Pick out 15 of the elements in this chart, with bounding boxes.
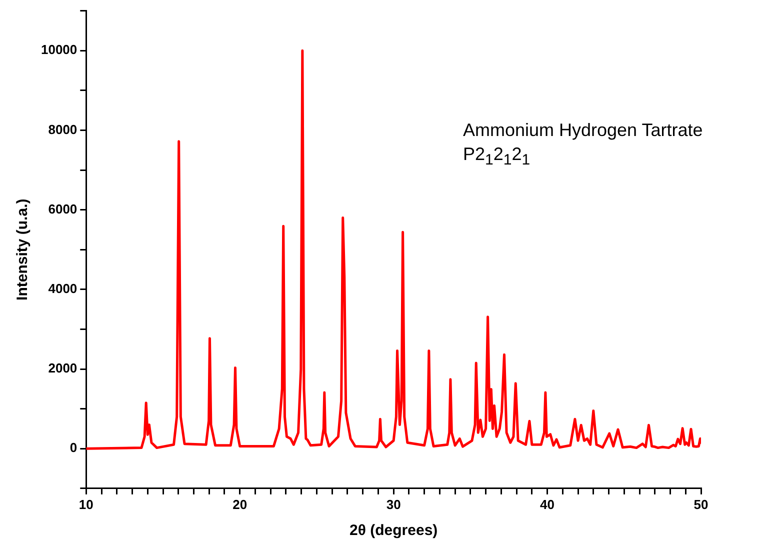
annotation: P2$_{1}$2$_{1}$2$_{1}$ (463, 143, 532, 171)
y-axis-title: Intensity (u.a.) (14, 198, 32, 300)
y-tick-label: 2000 (48, 360, 78, 376)
y-tick-label: 10000 (40, 42, 78, 58)
y-tick-label: 6000 (48, 201, 78, 216)
x-tick-label: 20 (232, 496, 248, 512)
annotation: Ammonium Hydrogen Tartrate (463, 119, 703, 142)
x-tick-label: 10 (78, 496, 94, 512)
x-tick-label: 50 (694, 496, 708, 512)
y-tick-label: 0 (70, 440, 78, 456)
y-tick-label: 8000 (48, 122, 78, 137)
x-axis-title: 2θ (degrees) (350, 522, 438, 540)
x-tick-label: 40 (540, 496, 555, 512)
y-tick-label: 4000 (48, 280, 78, 296)
x-tick-label: 30 (386, 496, 401, 512)
